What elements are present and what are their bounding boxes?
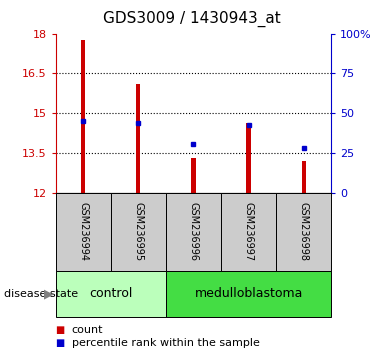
Text: GDS3009 / 1430943_at: GDS3009 / 1430943_at <box>103 11 280 27</box>
Text: percentile rank within the sample: percentile rank within the sample <box>72 338 260 348</box>
Text: ■: ■ <box>56 338 65 348</box>
Text: GSM236994: GSM236994 <box>78 202 88 261</box>
Text: ▶: ▶ <box>44 287 54 300</box>
Text: GSM236997: GSM236997 <box>244 202 254 262</box>
Bar <box>81 40 85 193</box>
Text: GSM236998: GSM236998 <box>299 202 309 261</box>
Text: count: count <box>72 325 103 335</box>
Text: ■: ■ <box>56 325 65 335</box>
Bar <box>136 84 141 193</box>
Text: GSM236996: GSM236996 <box>188 202 198 261</box>
Text: medulloblastoma: medulloblastoma <box>195 287 303 300</box>
Bar <box>191 158 196 193</box>
Text: GSM236995: GSM236995 <box>133 202 143 262</box>
Bar <box>301 161 306 193</box>
Text: control: control <box>89 287 133 300</box>
Bar <box>246 122 251 193</box>
Text: disease state: disease state <box>4 289 78 299</box>
